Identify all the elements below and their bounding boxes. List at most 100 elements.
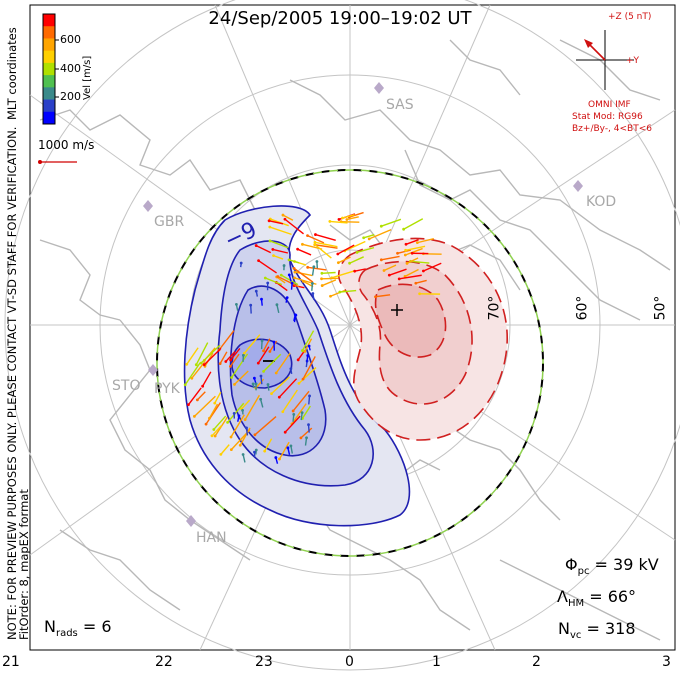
velocity-vector-origin — [257, 259, 260, 263]
velocity-vector-origin — [421, 269, 425, 273]
velocity-vector-origin — [320, 271, 324, 275]
velocity-vector-origin — [367, 237, 371, 241]
velocity-vector — [308, 395, 311, 405]
velocity-vector-origin — [297, 381, 301, 385]
velocity-vector-origin — [183, 383, 187, 387]
velocity-vector — [302, 356, 316, 380]
velocity-vector-origin — [195, 398, 199, 402]
station-markers — [143, 82, 583, 527]
colorbar-segment — [43, 38, 55, 52]
potential-max-marker — [391, 304, 403, 316]
velocity-vector-origin — [204, 422, 208, 426]
velocity-vector-origin — [307, 344, 311, 348]
plot-frame — [29, 4, 676, 651]
station-label-gbr: GBR — [154, 214, 185, 230]
velocity-vector — [255, 378, 265, 389]
velocity-vector-origin — [254, 289, 258, 293]
velocity-vector-origin — [279, 273, 283, 277]
velocity-vector-origin — [314, 233, 317, 236]
velocity-vector-origin — [252, 376, 256, 380]
velocity-vector-origin — [306, 354, 310, 357]
mlt-label-3: 3 — [662, 654, 671, 670]
velocity-vector-origin — [243, 418, 247, 421]
velocity-vector — [214, 391, 222, 404]
velocity-vector-origin — [296, 358, 300, 362]
velocity-vector — [268, 220, 284, 225]
velocity-vector-origin — [268, 350, 272, 353]
velocity-vector-origin — [208, 416, 211, 420]
velocity-vector — [301, 405, 311, 419]
velocity-vector — [205, 402, 222, 425]
velocity-vector-origin — [262, 349, 265, 353]
velocity-vector — [255, 244, 272, 254]
velocity-vector-origin — [268, 225, 272, 229]
velocity-vector — [381, 255, 400, 261]
velocity-vector — [269, 240, 289, 249]
velocity-vector — [315, 233, 336, 242]
velocity-vector — [243, 334, 261, 354]
velocity-vector-origin — [293, 313, 297, 317]
velocity-vector-origin — [362, 236, 366, 240]
mlt-label-22: 22 — [155, 654, 173, 670]
velocity-vector-origin — [296, 247, 300, 251]
colorbar-tick-600: 600 — [60, 33, 81, 46]
velocity-vector-origin — [338, 290, 342, 294]
velocity-vector-origin — [291, 409, 295, 413]
latitude-label-70: 70° — [486, 295, 503, 321]
stat-phi-pc-sub: pc — [577, 566, 590, 578]
velocity-vector-origin — [241, 353, 245, 357]
colorbar-tick-400: 400 — [60, 62, 81, 75]
stat-n-rads-symbol: N — [44, 617, 56, 636]
velocity-vector-origin — [311, 282, 314, 285]
velocity-vector — [346, 216, 359, 221]
velocity-vector — [300, 427, 313, 439]
velocity-vector-origin — [301, 349, 304, 352]
velocity-vector-origin — [233, 382, 236, 386]
velocity-vector — [284, 415, 301, 433]
velocity-vector-origin — [403, 274, 407, 278]
imf-stat-model: Stat Mod: RG96 — [572, 112, 643, 122]
velocity-vector-origin — [397, 277, 401, 281]
velocity-vector-origin — [274, 456, 278, 459]
velocity-vector-origin — [293, 270, 297, 274]
stat-n-vc: Nvc = 318 — [558, 619, 636, 641]
velocity-vector-origin — [382, 269, 386, 272]
velocity-vector-origin — [260, 339, 264, 343]
stat-lambda-hm: ΛHM = 66° — [557, 587, 636, 609]
velocity-vector-origin — [260, 297, 263, 301]
velocity-vector — [258, 260, 277, 274]
velocity-vector-origin — [307, 423, 310, 427]
velocity-vector — [293, 267, 314, 283]
reference-vector — [38, 160, 77, 164]
velocity-colorbar — [43, 14, 55, 125]
fit-order-label: FitOrder: 8, mapEX format — [17, 489, 31, 640]
velocity-vector — [263, 353, 282, 372]
stat-phi-pc-value: = 39 kV — [589, 555, 659, 574]
velocity-vector-origin — [313, 240, 317, 244]
velocity-vector — [225, 351, 236, 362]
velocity-vector-origin — [293, 276, 296, 280]
velocity-vector — [187, 387, 202, 406]
velocity-vector — [423, 262, 442, 272]
velocity-vector-origin — [213, 401, 217, 405]
velocity-vector-origin — [266, 281, 270, 285]
velocity-vector-origin — [213, 434, 217, 438]
station-label-sto: STO — [112, 378, 141, 394]
velocity-vector — [257, 346, 270, 364]
velocity-vector-origin — [311, 292, 315, 295]
velocity-vector — [244, 394, 260, 420]
velocity-vector — [191, 361, 206, 379]
velocity-vector — [331, 270, 354, 279]
velocity-vector — [278, 378, 298, 398]
velocity-vector — [275, 352, 291, 374]
stat-lambda-hm-value: = 66° — [584, 587, 637, 606]
velocity-vector-origin — [194, 363, 198, 367]
stat-n-rads-sub: rads — [55, 628, 78, 640]
velocity-vector-origin — [336, 261, 340, 265]
stat-n-vc-value: = 318 — [581, 619, 636, 638]
velocity-vector — [288, 259, 300, 264]
velocity-vector — [349, 256, 364, 264]
velocity-vector — [269, 226, 292, 236]
velocity-vector — [381, 218, 402, 227]
